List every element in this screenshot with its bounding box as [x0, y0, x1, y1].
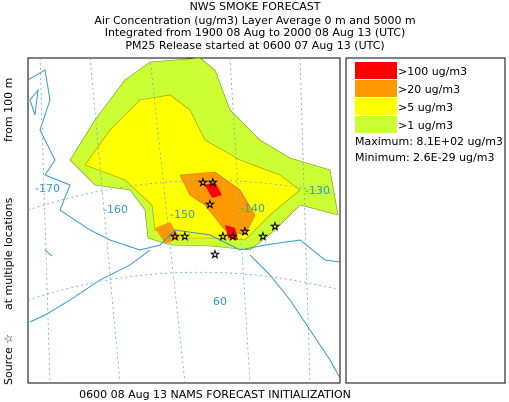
- svg-text:☆☆: ☆☆: [198, 176, 218, 189]
- side-label: Source ☆: [2, 334, 15, 385]
- legend-label: >20 ug/m3: [398, 83, 460, 96]
- svg-text:☆☆: ☆☆: [218, 230, 238, 243]
- subtitle: Integrated from 1900 08 Aug to 2000 08 A…: [105, 26, 406, 39]
- grid-label: 60: [213, 295, 227, 308]
- map: ☆☆ ☆☆ ☆ ☆☆ ☆ ☆ ☆ ☆ -170 -160 -150 -140 -…: [28, 58, 340, 383]
- title: NWS SMOKE FORECAST: [190, 0, 321, 13]
- svg-text:☆: ☆: [258, 230, 268, 243]
- side-label: from 100 m: [2, 78, 15, 142]
- side-label: at multiple locations: [2, 197, 15, 310]
- svg-text:☆: ☆: [240, 225, 250, 238]
- side-labels: Source ☆ at multiple locations from 100 …: [2, 78, 15, 385]
- grid-label: -150: [170, 208, 195, 221]
- legend-swatch: [355, 80, 397, 97]
- svg-text:☆: ☆: [270, 220, 280, 233]
- footer: 0600 08 Aug 13 NAMS FORECAST INITIALIZAT…: [79, 388, 351, 401]
- legend-label: >1 ug/m3: [398, 119, 453, 132]
- legend-swatch: [355, 116, 397, 133]
- legend-maximum: Maximum: 8.1E+02 ug/m3: [355, 135, 503, 148]
- legend: >100 ug/m3 >20 ug/m3 >5 ug/m3 >1 ug/m3: [355, 62, 467, 133]
- subtitle: Air Concentration (ug/m3) Layer Average …: [94, 14, 415, 27]
- legend-minimum: Minimum: 2.6E-29 ug/m3: [355, 151, 494, 164]
- legend-swatch: [355, 62, 397, 79]
- svg-text:☆☆: ☆☆: [170, 230, 190, 243]
- grid-label: -130: [305, 184, 330, 197]
- legend-label: >100 ug/m3: [398, 65, 467, 78]
- grid-label: -140: [240, 202, 265, 215]
- grid-label: -170: [35, 182, 60, 195]
- grid-label: -160: [103, 203, 128, 216]
- svg-text:☆: ☆: [210, 248, 220, 261]
- subtitle: PM25 Release started at 0600 07 Aug 13 (…: [125, 39, 384, 52]
- legend-label: >5 ug/m3: [398, 101, 453, 114]
- svg-text:☆: ☆: [205, 198, 215, 211]
- legend-swatch: [355, 98, 397, 115]
